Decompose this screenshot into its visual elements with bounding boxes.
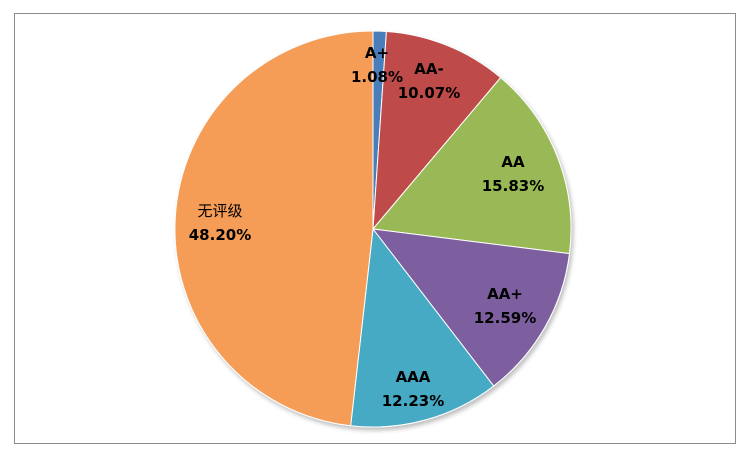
slice-category-label: AA [501, 153, 525, 171]
slice-category-label: 无评级 [197, 202, 242, 220]
slice-percent-label: 1.08% [351, 68, 403, 86]
pie-slice-5 [350, 227, 495, 428]
slice-percent-label: 12.23% [382, 392, 444, 410]
slice-percent-label: 12.59% [474, 309, 536, 327]
slice-category-label: A+ [365, 44, 389, 62]
pie-slices [174, 30, 572, 428]
slice-category-label: AAA [396, 368, 431, 386]
slice-category-label: AA+ [487, 285, 523, 303]
pie-slice-6 [174, 30, 374, 427]
slice-percent-label: 15.83% [482, 177, 544, 195]
pie-slice-3 [372, 76, 572, 255]
slice-percent-label: 48.20% [189, 226, 251, 244]
pie-labels: A+ 1.08% AA- 10.07% AA 15.83% AA+ 12.59% AAA 12.2… [189, 44, 544, 410]
slice-category-label: AA- [414, 60, 443, 78]
slice-percent-label: 10.07% [398, 84, 460, 102]
pie-slice-2 [372, 30, 502, 231]
pie-slice-4 [371, 228, 571, 387]
